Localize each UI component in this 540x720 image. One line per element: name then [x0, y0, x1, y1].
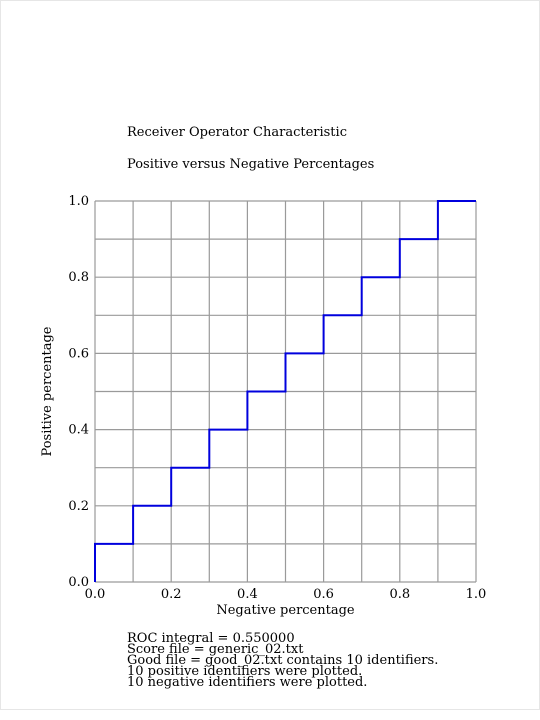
- y-tick-label: 0.2: [68, 499, 89, 514]
- stats-block: ROC integral = 0.550000 Score file = gen…: [127, 631, 439, 690]
- x-tick-label: 1.0: [466, 587, 487, 602]
- score-file: Score file = generic_02.txt: [127, 642, 304, 657]
- roc-curve: [94, 200, 476, 582]
- x-tick-label: 0.6: [313, 587, 334, 602]
- chart-title: Receiver Operator Characteristic: [127, 125, 347, 140]
- x-tick-label: 0.8: [389, 587, 410, 602]
- y-axis-label: Positive percentage: [40, 326, 55, 456]
- x-tick-label: 0.4: [237, 587, 258, 602]
- x-tick-label: 0.0: [85, 587, 106, 602]
- y-tick-label: 0.6: [68, 346, 89, 361]
- negative-count: 10 negative identifiers were plotted.: [127, 675, 368, 690]
- positive-count: 10 positive identifiers were plotted.: [127, 664, 363, 679]
- y-tick-label: 1.0: [68, 194, 89, 209]
- roc-integral: ROC integral = 0.550000: [127, 631, 295, 646]
- chart-subtitle: Positive versus Negative Percentages: [127, 157, 375, 172]
- y-tick-label: 0.0: [68, 575, 89, 590]
- x-tick-label: 0.2: [161, 587, 182, 602]
- good-file: Good file = good_02.txt contains 10 iden…: [127, 653, 439, 668]
- y-tick-label: 0.4: [68, 423, 89, 438]
- y-tick-label: 0.8: [68, 270, 89, 285]
- x-axis-label: Negative percentage: [216, 603, 355, 618]
